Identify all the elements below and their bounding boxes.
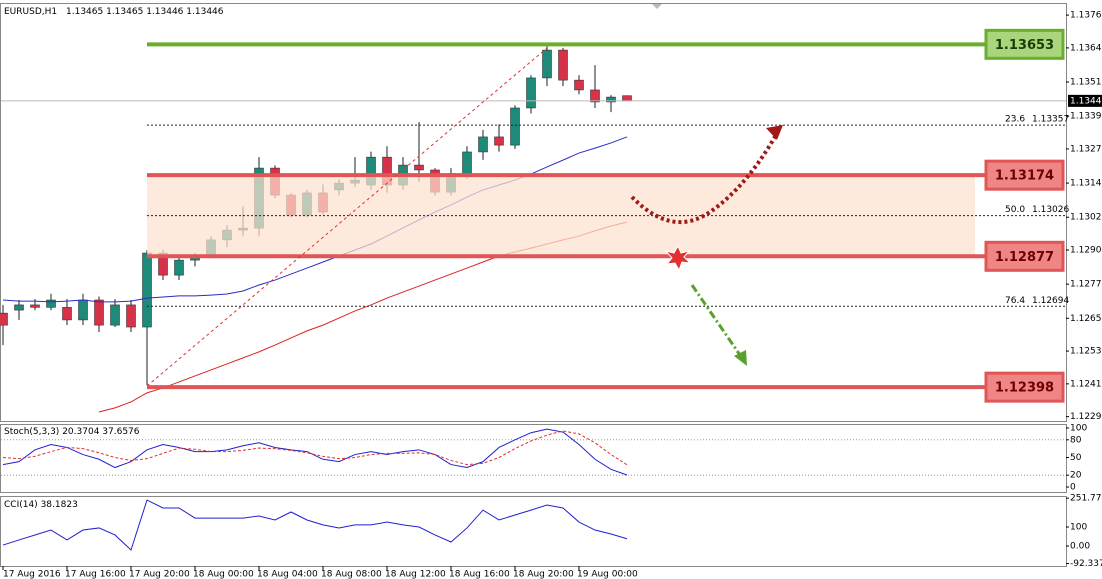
cci-header: CCI(14) 38.1823 <box>4 500 78 510</box>
level-box <box>984 240 1065 272</box>
x-tick-label: 18 Aug 16:00 <box>449 570 510 579</box>
x-tick-label: 18 Aug 12:00 <box>385 570 446 579</box>
cci-title: CCI(14) <box>4 500 38 510</box>
arrow-up-path <box>630 127 782 225</box>
candle-body <box>62 307 72 321</box>
y-tick-label: 1.13270 <box>1070 144 1102 154</box>
x-tick-label: 17 Aug 20:00 <box>129 570 190 579</box>
candle-body <box>462 151 472 176</box>
candle-body <box>574 79 584 91</box>
symbol: EURUSD,H1 <box>4 7 57 17</box>
y-tick-label: 1.12410 <box>1070 379 1102 389</box>
price-label: 1.13446 <box>1070 96 1102 106</box>
candle-body <box>590 89 600 103</box>
y-tick-label: 100 <box>1070 523 1087 533</box>
y-tick-label: 1.13640 <box>1070 43 1102 53</box>
y-tick-label: 1.13390 <box>1070 112 1102 122</box>
level-box <box>984 371 1065 403</box>
candle-body <box>126 304 136 328</box>
fib-ratio: 76.4 <box>1005 296 1025 306</box>
x-tick-label: 17 Aug 2016 <box>3 570 61 579</box>
y-tick-label: 1.12530 <box>1070 347 1102 357</box>
x-tick-label: 18 Aug 20:00 <box>513 570 574 579</box>
candle-body <box>414 164 424 171</box>
candle-body <box>478 136 488 153</box>
y-tick-label: 1.13760 <box>1070 11 1102 21</box>
fib-ratio: 23.6 <box>1005 115 1025 125</box>
level-label: 1.12877 <box>995 250 1054 265</box>
candle-body <box>46 299 56 308</box>
fib-ratio: 50.0 <box>1005 205 1025 215</box>
main-panel <box>0 3 1067 422</box>
level-box <box>984 28 1065 60</box>
candle-body <box>0 312 8 326</box>
cci-panel <box>0 496 1067 567</box>
y-tick-label: 1.12900 <box>1070 246 1102 256</box>
arrow-up-head <box>766 125 783 140</box>
y-tick-label: 1.12650 <box>1070 314 1102 324</box>
y-tick-label: 80 <box>1070 435 1082 445</box>
candle-body <box>606 96 616 103</box>
fib-price: 1.13357 <box>1032 115 1069 125</box>
price-box <box>1068 94 1102 107</box>
candle-body <box>174 259 184 276</box>
open: 1.13465 <box>66 7 103 17</box>
candle-body <box>30 304 40 308</box>
indicator-line <box>2 428 628 476</box>
level-box <box>984 159 1065 191</box>
stoch-main: 20.3704 <box>62 427 99 437</box>
y-tick-label: 1.13515 <box>1070 78 1102 88</box>
marks: 1.13760 1.13640 1.13515 1.13390 1.13270 1.131… <box>0 11 1102 579</box>
candle-body <box>558 49 568 81</box>
indicator-line <box>2 430 628 466</box>
level-label: 1.13653 <box>995 38 1054 53</box>
y-tick-label: 50 <box>1070 453 1082 463</box>
y-tick-label: -92.3377 <box>1070 559 1102 569</box>
y-tick-label: 1.12290 <box>1070 412 1102 422</box>
stoch-signal: 37.6576 <box>102 427 139 437</box>
x-tick-label: 18 Aug 08:00 <box>321 570 382 579</box>
candle-body <box>94 299 104 326</box>
x-tick-label: 19 Aug 00:00 <box>577 570 638 579</box>
fib-price: 1.12694 <box>1032 296 1069 306</box>
breakout-burst <box>664 244 692 272</box>
candle-body <box>14 304 24 311</box>
candle-body <box>622 95 632 102</box>
fib-price: 1.13026 <box>1032 205 1069 215</box>
arrow-down-head <box>734 350 747 366</box>
candle-body <box>542 49 552 79</box>
candle-body <box>78 299 88 321</box>
arrow-down-path <box>690 284 744 359</box>
candle-body <box>110 304 120 326</box>
candle-body <box>510 107 520 146</box>
y-tick-label: 100 <box>1070 424 1087 434</box>
y-tick-label: 0.00 <box>1070 541 1090 551</box>
high: 1.13465 <box>106 7 143 17</box>
stoch-panel <box>0 424 1067 493</box>
y-tick-label: 251.774 <box>1070 494 1102 504</box>
low: 1.13446 <box>146 7 183 17</box>
candle-body <box>526 77 536 109</box>
y-tick-label: 0 <box>1070 482 1076 492</box>
x-tick-label: 18 Aug 04:00 <box>257 570 318 579</box>
y-tick-label: 1.13145 <box>1070 179 1102 189</box>
level-label: 1.13174 <box>995 169 1054 184</box>
stoch-header: Stoch(5,3,3) 20.3704 37.6576 <box>4 427 140 437</box>
shift-marker <box>652 4 662 9</box>
stoch-title: Stoch(5,3,3) <box>4 427 59 437</box>
indicator-line <box>2 499 628 551</box>
candle-body <box>494 136 504 146</box>
candle-body <box>142 252 152 328</box>
x-tick-label: 18 Aug 00:00 <box>193 570 254 579</box>
y-tick-label: 1.12775 <box>1070 280 1102 290</box>
y-tick-label: 1.13020 <box>1070 213 1102 223</box>
level-label: 1.12398 <box>995 381 1054 396</box>
y-tick-label: 20 <box>1070 471 1082 481</box>
close: 1.13446 <box>186 7 223 17</box>
x-tick-label: 17 Aug 16:00 <box>65 570 126 579</box>
cci-value: 38.1823 <box>41 500 78 510</box>
header: EURUSD,H1 1.13465 1.13465 1.13446 1.1344… <box>4 7 224 17</box>
